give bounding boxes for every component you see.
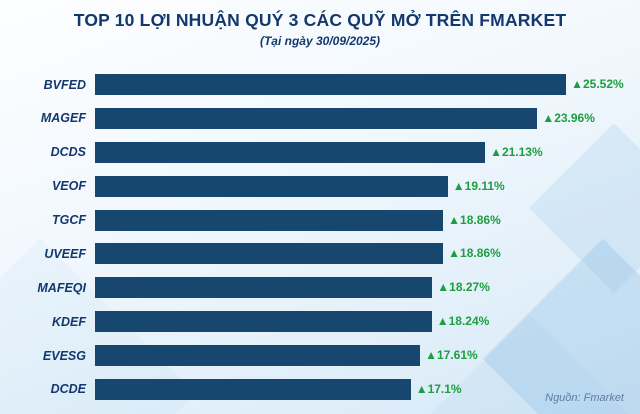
bar-row: EVESG ▲17.61% xyxy=(10,345,622,366)
value-label: ▲17.1% xyxy=(415,381,462,396)
bar xyxy=(95,175,448,197)
bar-track: ▲17.61% xyxy=(95,345,575,366)
bar-track: ▲25.52% xyxy=(95,74,624,95)
bar-track: ▲23.96% xyxy=(95,107,595,129)
bar-row: VEOF ▲19.11% xyxy=(10,175,622,197)
fund-label: MAGEF xyxy=(40,111,86,126)
bar-row: TGCF ▲18.86% xyxy=(10,209,622,231)
bar-row: BVFED ▲25.52% xyxy=(10,74,624,95)
bar xyxy=(95,107,538,129)
value-label: ▲17.61% xyxy=(425,348,478,362)
bar-track: ▲21.13% xyxy=(95,141,575,163)
fund-label: VEOF xyxy=(51,179,86,194)
value-label: ▲18.86% xyxy=(448,246,501,261)
bar xyxy=(95,209,444,231)
fund-label: TGCF xyxy=(51,213,86,227)
bar xyxy=(95,345,421,366)
bar xyxy=(95,141,486,163)
bar-track: ▲18.27% xyxy=(95,277,575,299)
value-label: ▲18.24% xyxy=(436,314,490,329)
fund-label: BVFED xyxy=(43,77,86,92)
fund-label: KDEF xyxy=(51,314,86,329)
fund-label: MAFEQI xyxy=(37,280,86,295)
fund-label: DCDS xyxy=(50,145,86,160)
bar-row: DCDE ▲17.1% xyxy=(10,378,622,400)
fund-label: DCDE xyxy=(50,382,86,397)
bar-track: ▲18.24% xyxy=(95,311,575,333)
bar xyxy=(95,378,411,400)
value-label: ▲21.13% xyxy=(490,144,543,159)
source-note: Nguồn: Fmarket xyxy=(545,392,624,404)
bar xyxy=(95,277,433,299)
bar-row: KDEF ▲18.24% xyxy=(10,311,622,333)
bar-track: ▲17.1% xyxy=(95,378,575,400)
value-label: ▲19.11% xyxy=(452,178,505,193)
value-label: ▲18.86% xyxy=(448,212,501,227)
value-label: ▲23.96% xyxy=(542,110,595,125)
chart-subtitle: (Tại ngày 30/09/2025) xyxy=(259,34,381,48)
bar xyxy=(95,74,567,95)
bar xyxy=(95,311,432,333)
bar-chart: BVFED ▲25.52% MAGEF ▲23.96% DCDS ▲21.13% VEOF ▲… xyxy=(10,74,624,400)
chart-title: TOP 10 LỢI NHUẬN QUÝ 3 CÁC QUỸ MỞ TRÊN F… xyxy=(73,10,567,30)
bar-row: DCDS ▲21.13% xyxy=(10,141,622,163)
bar-track: ▲19.11% xyxy=(95,175,575,197)
bar-row: MAFEQI ▲18.27% xyxy=(10,277,622,299)
bar-track: ▲18.86% xyxy=(95,209,575,231)
fund-label: UVEEF xyxy=(44,246,86,261)
value-label: ▲18.27% xyxy=(437,280,490,295)
value-label: ▲25.52% xyxy=(571,77,624,91)
bar-row: UVEEF ▲18.86% xyxy=(10,243,622,265)
bar-row: MAGEF ▲23.96% xyxy=(10,107,622,129)
bar-track: ▲18.86% xyxy=(95,243,575,265)
fund-label: EVESG xyxy=(42,348,86,363)
bar xyxy=(95,243,444,265)
